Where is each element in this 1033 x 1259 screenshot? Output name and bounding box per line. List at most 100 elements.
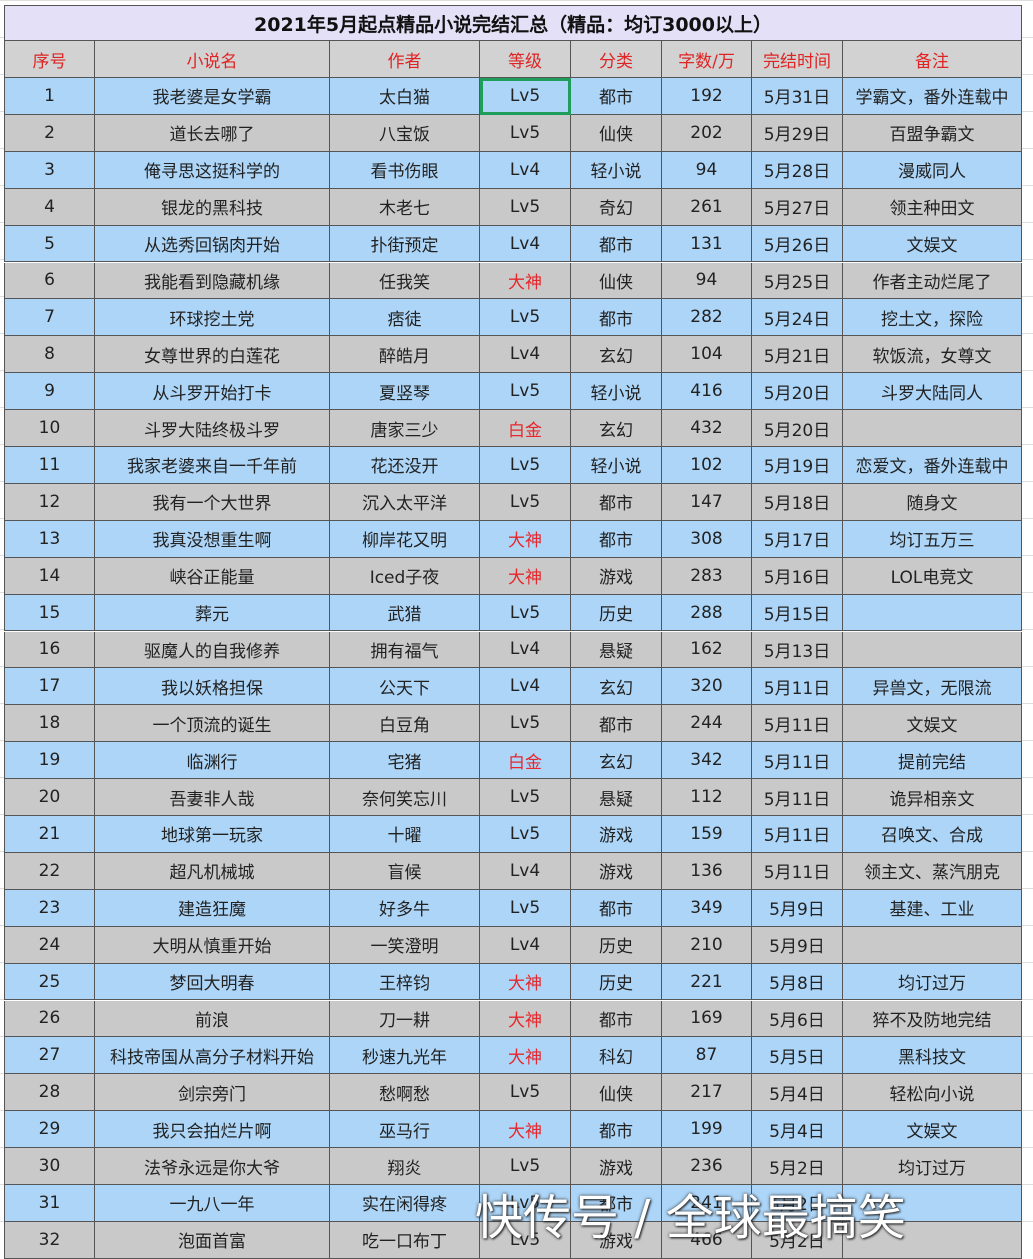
table-cell: 作者主动烂尾了 <box>843 262 1022 300</box>
table-cell: 十曜 <box>330 816 480 853</box>
table-cell: 仙侠 <box>571 114 662 152</box>
table-cell: 5月8日 <box>752 963 843 1001</box>
table-cell: 驱魔人的自我修养 <box>95 631 330 669</box>
table-cell: 5月9日 <box>752 889 843 927</box>
table-cell: 学霸文，番外连载中 <box>843 78 1022 115</box>
table-cell: 均订过万 <box>843 1148 1022 1185</box>
table-cell: 87 <box>662 1037 752 1075</box>
table-cell: 百盟争霸文 <box>843 114 1022 152</box>
table-cell: 19 <box>4 742 95 780</box>
table-cell: 地球第一玩家 <box>95 816 330 853</box>
table-cell: 沉入太平洋 <box>330 483 480 521</box>
table-cell: 拥有福气 <box>330 631 480 669</box>
table-cell: 八宝饭 <box>330 114 480 152</box>
table-cell: 悬疑 <box>571 779 662 816</box>
table-cell: 召唤文、合成 <box>843 816 1022 853</box>
table-cell: 18 <box>4 705 95 743</box>
table-cell: 244 <box>662 705 752 743</box>
empty-cell <box>843 631 1022 669</box>
table-cell: 大神 <box>480 1037 571 1075</box>
table-cell: 6 <box>4 262 95 300</box>
table-cell: 刀一耕 <box>330 1000 480 1038</box>
table-cell: 夏竖琴 <box>330 373 480 411</box>
table-cell: Lv5 <box>480 114 571 152</box>
table-cell: 大神 <box>480 1111 571 1149</box>
table-cell: 13 <box>4 520 95 558</box>
column-header: 完结时间 <box>752 41 843 78</box>
table-cell: 花还没开 <box>330 447 480 484</box>
table-cell: 历史 <box>571 963 662 1001</box>
table-cell: 15 <box>4 594 95 632</box>
table-cell: 愁啊愁 <box>330 1074 480 1112</box>
table-cell: 轻小说 <box>571 151 662 189</box>
table-cell: 308 <box>662 520 752 558</box>
table-cell: 217 <box>662 1074 752 1112</box>
table-cell: 28 <box>4 1074 95 1112</box>
column-header: 分类 <box>571 41 662 78</box>
table-cell: 5 <box>4 225 95 263</box>
table-cell: 诡异相亲文 <box>843 779 1022 816</box>
table-cell: 女尊世界的白莲花 <box>95 336 330 374</box>
table-cell: 文娱文 <box>843 225 1022 263</box>
table-cell: 建造狂魔 <box>95 889 330 927</box>
table-cell: 17 <box>4 668 95 706</box>
table-cell: 432 <box>662 410 752 447</box>
table-cell: 5月5日 <box>752 1037 843 1075</box>
table-cell: 282 <box>662 299 752 337</box>
table-cell: 9 <box>4 373 95 411</box>
table-cell: 14 <box>4 557 95 595</box>
table-cell: 历史 <box>571 594 662 632</box>
table-cell: Lv4 <box>480 668 571 706</box>
table-cell: 5月17日 <box>752 520 843 558</box>
table-cell: 唐家三少 <box>330 410 480 447</box>
table-cell: 好多牛 <box>330 889 480 927</box>
table-cell: 都市 <box>571 705 662 743</box>
table-cell: 5月25日 <box>752 262 843 300</box>
table-cell: Lv4 <box>480 926 571 964</box>
table-cell: 我家老婆来自一千年前 <box>95 447 330 484</box>
column-header: 作者 <box>330 41 480 78</box>
table-cell: 吾妻非人哉 <box>95 779 330 816</box>
table-cell: 白豆角 <box>330 705 480 743</box>
table-cell: 宅猪 <box>330 742 480 780</box>
table-cell: 236 <box>662 1148 752 1185</box>
table-cell: 一笑澄明 <box>330 926 480 964</box>
table-cell: Lv5 <box>480 299 571 337</box>
table-cell: 3 <box>4 151 95 189</box>
table-cell: 159 <box>662 816 752 853</box>
table-cell: 我能看到隐藏机缘 <box>95 262 330 300</box>
table-cell: 5月13日 <box>752 631 843 669</box>
table-cell: 悬疑 <box>571 631 662 669</box>
table-cell: Lv5 <box>480 816 571 853</box>
table-cell: Lv5 <box>480 78 571 115</box>
table-cell: 349 <box>662 889 752 927</box>
table-cell: 8 <box>4 336 95 374</box>
table-cell: 黑科技文 <box>843 1037 1022 1075</box>
table-cell: 5月31日 <box>752 78 843 115</box>
table-cell: 32 <box>4 1221 95 1259</box>
table-cell: 都市 <box>571 483 662 521</box>
table-cell: 轻松向小说 <box>843 1074 1022 1112</box>
table-cell: 26 <box>4 1000 95 1038</box>
table-cell: 翔炎 <box>330 1148 480 1185</box>
table-cell: 5月28日 <box>752 151 843 189</box>
table-cell: 奇幻 <box>571 188 662 226</box>
table-cell: 软饭流，女尊文 <box>843 336 1022 374</box>
table-cell: 都市 <box>571 225 662 263</box>
table-cell: 5月20日 <box>752 410 843 447</box>
table-cell: 太白猫 <box>330 78 480 115</box>
table-cell: 超凡机械城 <box>95 852 330 890</box>
table-cell: 斗罗大陆同人 <box>843 373 1022 411</box>
table-cell: 104 <box>662 336 752 374</box>
table-cell: 94 <box>662 151 752 189</box>
table-cell: 醉皓月 <box>330 336 480 374</box>
table-cell: 白金 <box>480 410 571 447</box>
table-cell: 31 <box>4 1185 95 1222</box>
table-cell: 20 <box>4 779 95 816</box>
table-cell: 法爷永远是你大爷 <box>95 1148 330 1185</box>
column-header: 序号 <box>4 41 95 78</box>
table-cell: 5月11日 <box>752 742 843 780</box>
table-cell: 基建、工业 <box>843 889 1022 927</box>
table-cell: Lv4 <box>480 852 571 890</box>
